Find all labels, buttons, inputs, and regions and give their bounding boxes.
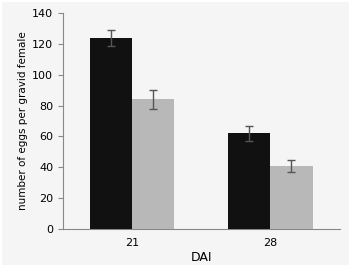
Y-axis label: number of eggs per gravid female: number of eggs per gravid female: [18, 32, 28, 210]
Bar: [90, 38, 132, 229]
Bar: [270, 166, 313, 229]
Bar: [132, 99, 174, 229]
X-axis label: DAI: DAI: [190, 251, 212, 264]
Bar: [228, 133, 271, 229]
